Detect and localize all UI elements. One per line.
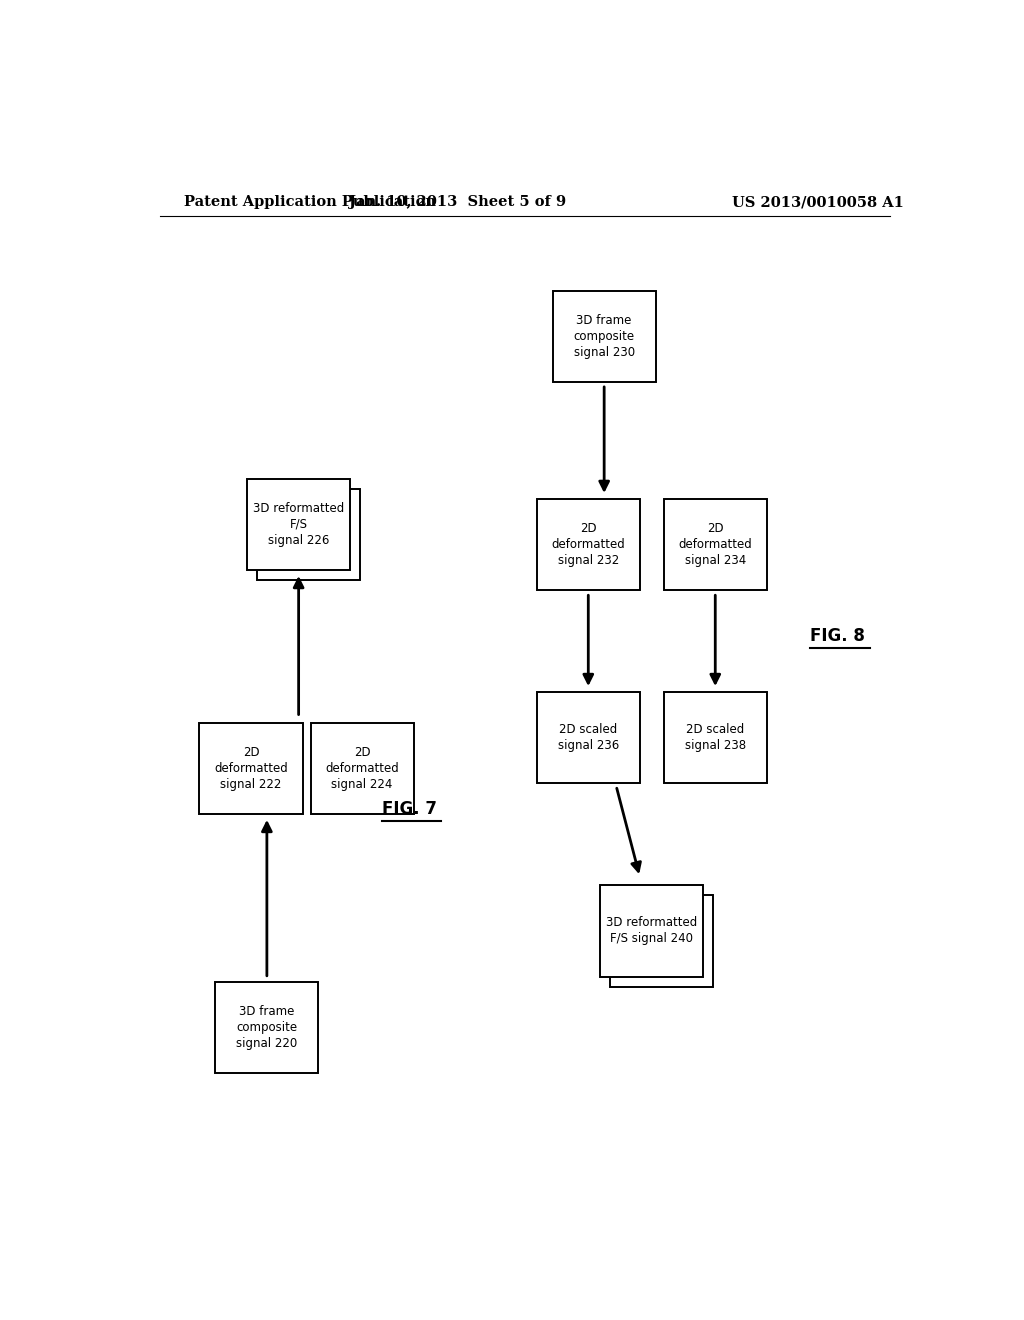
Text: 2D
deformatted
signal 222: 2D deformatted signal 222 <box>214 746 288 791</box>
Bar <box>247 479 350 570</box>
Text: Jan. 10, 2013  Sheet 5 of 9: Jan. 10, 2013 Sheet 5 of 9 <box>349 195 566 209</box>
Bar <box>600 886 703 977</box>
Text: 3D frame
composite
signal 220: 3D frame composite signal 220 <box>237 1005 298 1049</box>
Text: 2D scaled
signal 236: 2D scaled signal 236 <box>558 723 618 752</box>
Text: 3D reformatted
F/S
signal 226: 3D reformatted F/S signal 226 <box>253 502 344 546</box>
Bar <box>664 692 767 784</box>
Text: 2D
deformatted
signal 234: 2D deformatted signal 234 <box>678 523 753 568</box>
Text: 3D frame
composite
signal 230: 3D frame composite signal 230 <box>573 314 635 359</box>
Bar <box>553 290 655 381</box>
Text: Patent Application Publication: Patent Application Publication <box>183 195 435 209</box>
Text: FIG. 7: FIG. 7 <box>382 800 437 818</box>
Bar <box>215 982 318 1073</box>
Text: US 2013/0010058 A1: US 2013/0010058 A1 <box>732 195 904 209</box>
Text: 2D
deformatted
signal 232: 2D deformatted signal 232 <box>551 523 626 568</box>
Bar <box>257 488 359 581</box>
Bar <box>310 722 414 814</box>
Text: 2D
deformatted
signal 224: 2D deformatted signal 224 <box>326 746 399 791</box>
Bar <box>609 895 713 987</box>
Text: FIG. 8: FIG. 8 <box>811 627 865 645</box>
Bar <box>200 722 303 814</box>
Bar <box>537 499 640 590</box>
Text: 2D scaled
signal 238: 2D scaled signal 238 <box>685 723 745 752</box>
Bar <box>537 692 640 784</box>
Text: 3D reformatted
F/S signal 240: 3D reformatted F/S signal 240 <box>606 916 697 945</box>
Bar <box>664 499 767 590</box>
